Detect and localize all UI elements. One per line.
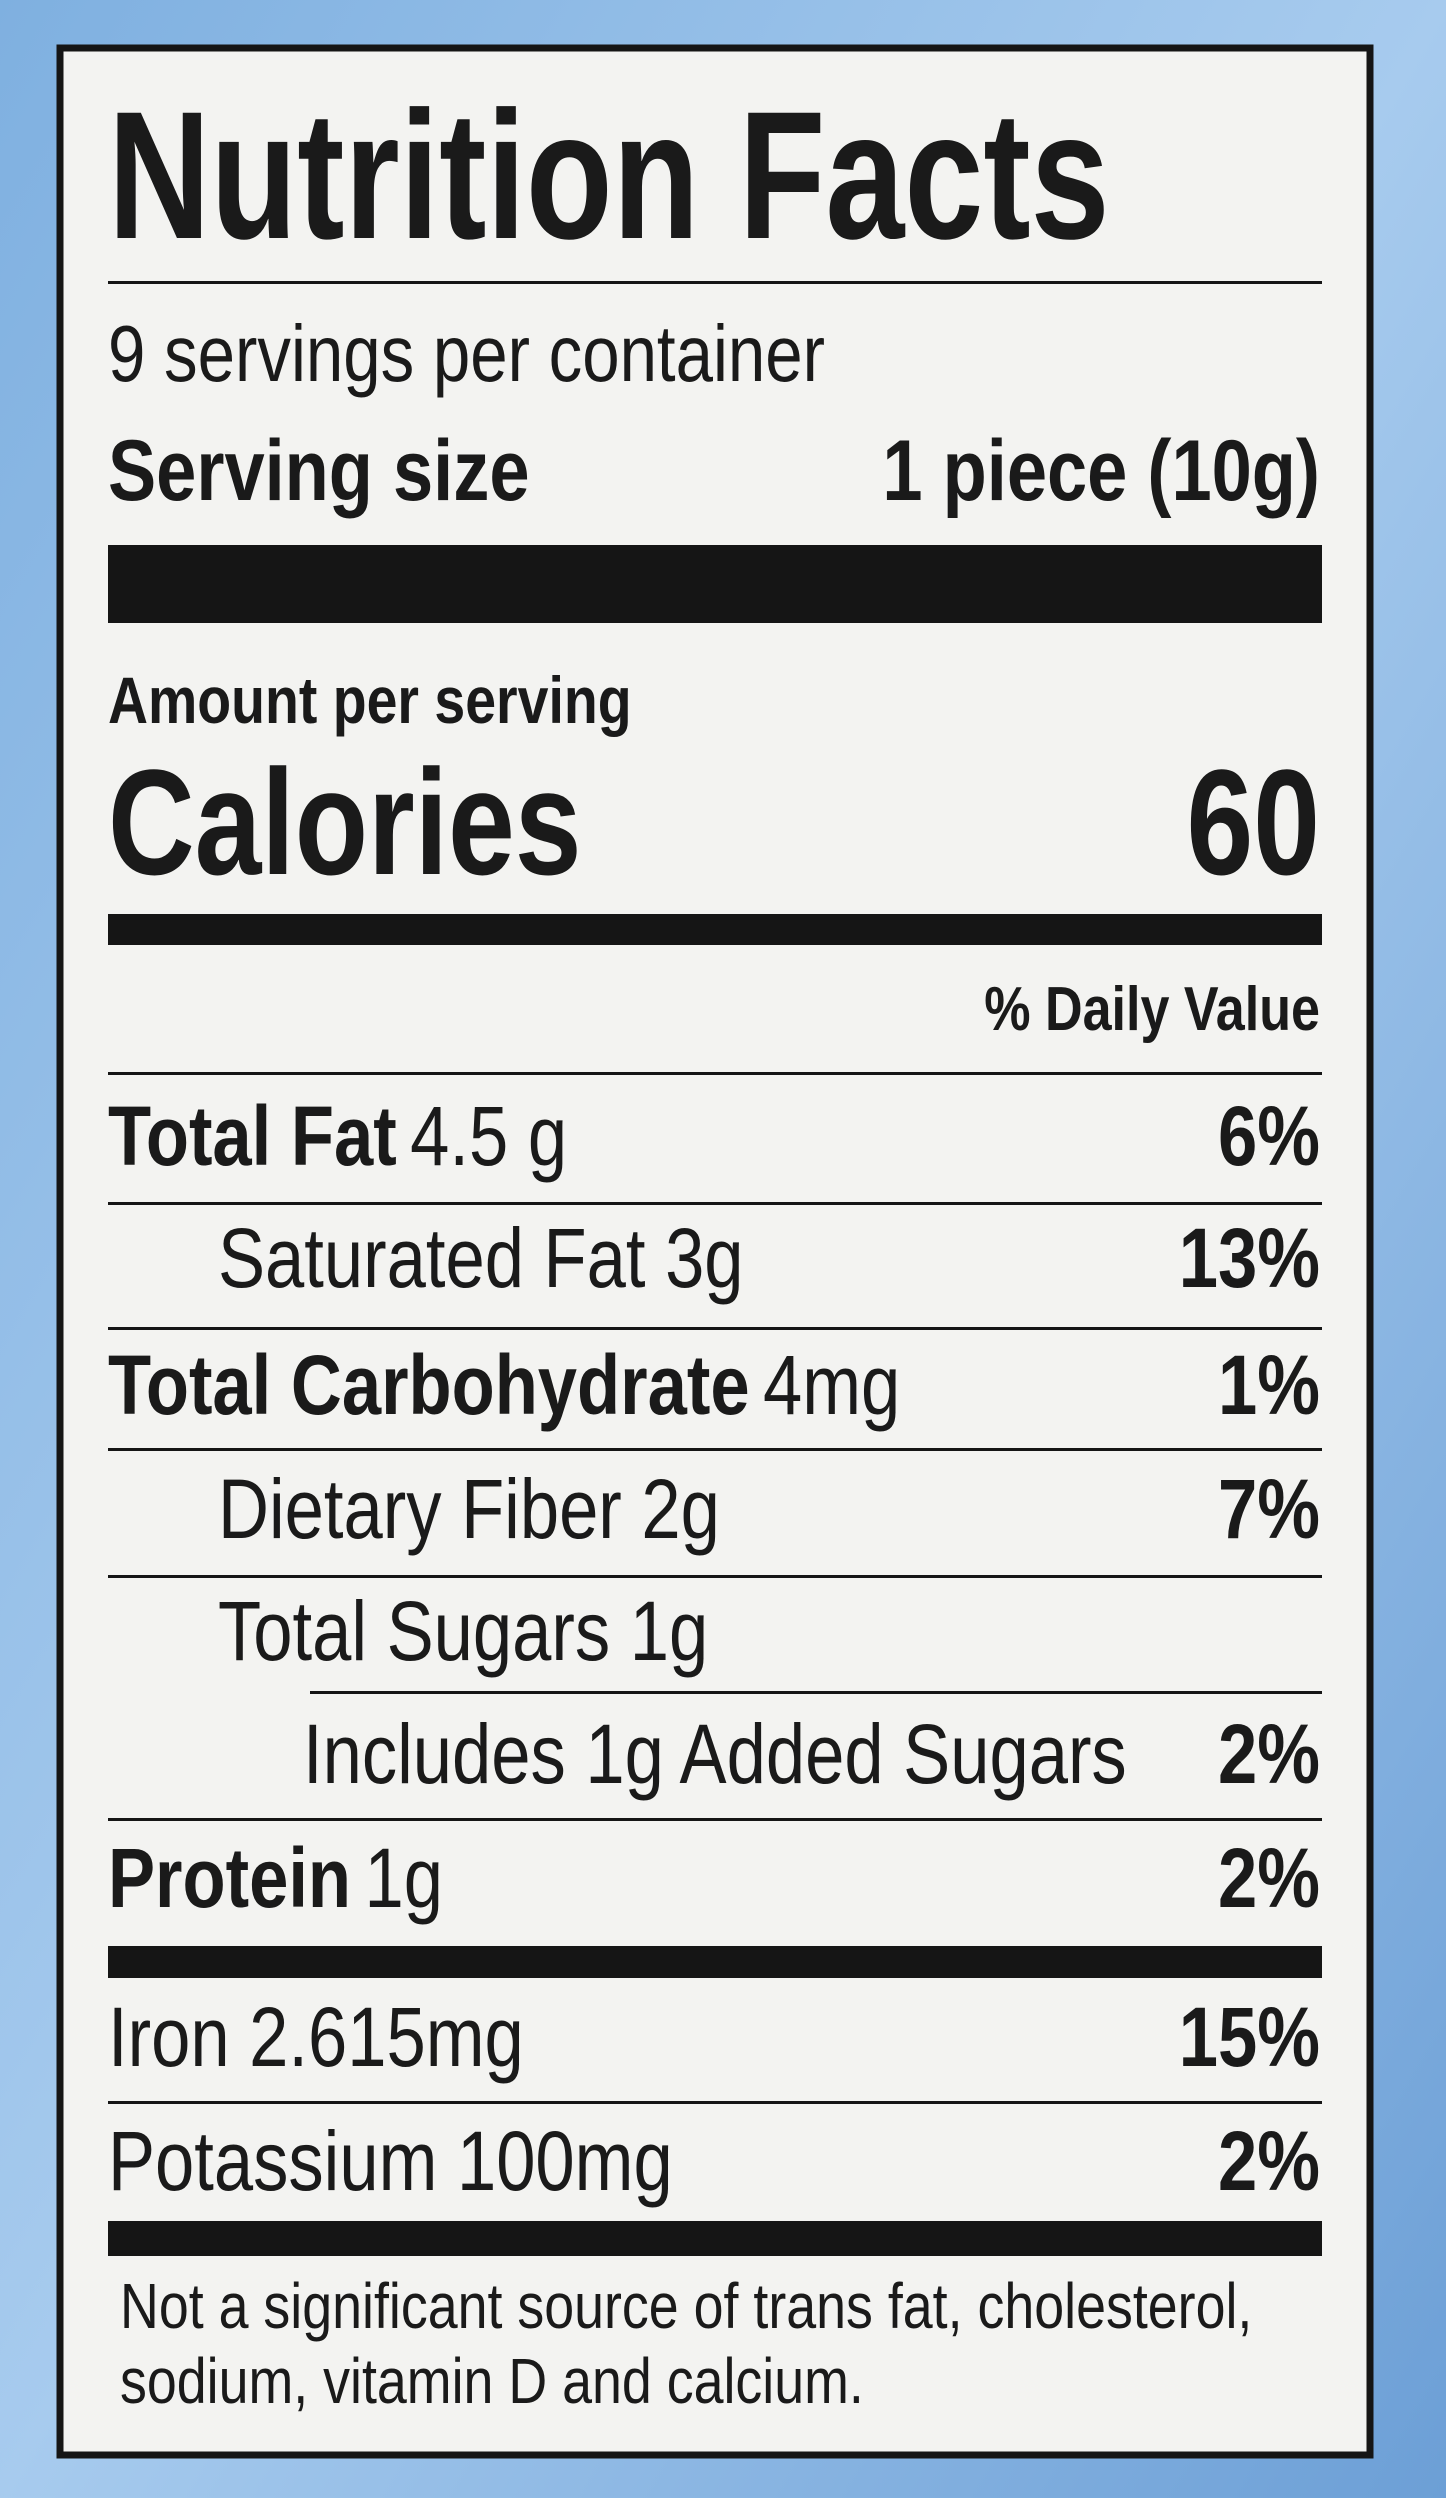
nutrient-name: Protein — [108, 1832, 351, 1925]
serving-size-label: Serving size — [108, 422, 530, 518]
serving-size-value: 1 piece (10g) — [882, 422, 1320, 518]
daily-value: 2% — [1218, 1708, 1320, 1801]
nutrient-name: Potassium 100mg — [108, 2115, 673, 2208]
nutrient-amount: 1g — [364, 1832, 442, 1925]
footnote: sodium, vitamin D and calcium. — [120, 2345, 864, 2418]
daily-value: 15% — [1179, 1991, 1320, 2084]
daily-value: 6% — [1218, 1090, 1320, 1183]
nutrient-name: Total Sugars 1g — [218, 1585, 708, 1678]
rule — [108, 2101, 1322, 2104]
rule — [108, 1575, 1322, 1578]
nutrient-name: Saturated Fat 3g — [218, 1212, 744, 1305]
title: Nutrition Facts — [108, 73, 1110, 277]
nutrient-name: Dietary Fiber 2g — [218, 1463, 720, 1556]
rule — [108, 1818, 1322, 1821]
nutrient-row: Dietary Fiber 2g — [218, 1463, 720, 1556]
amount-per-serving: Amount per serving — [108, 663, 632, 737]
servings-per-container: 9 servings per container — [108, 308, 825, 398]
rule — [108, 1946, 1322, 1978]
rule — [108, 281, 1322, 284]
nutrient-row: Potassium 100mg — [108, 2115, 673, 2208]
rule — [108, 1327, 1322, 1330]
nutrient-row: Total Carbohydrate 4mg — [108, 1339, 900, 1432]
nutrient-row: Saturated Fat 3g — [218, 1212, 744, 1305]
daily-value: 2% — [1218, 2115, 1320, 2208]
nutrient-row: Iron 2.615mg — [108, 1991, 524, 2084]
daily-value: 1% — [1218, 1339, 1320, 1432]
rule — [108, 2221, 1322, 2256]
nutrient-row: Total Sugars 1g — [218, 1585, 708, 1678]
nutrient-row: Total Fat 4.5 g — [108, 1090, 567, 1183]
nutrient-amount: 4.5 g — [410, 1090, 567, 1183]
nutrient-name: Iron 2.615mg — [108, 1991, 524, 2084]
daily-value: 2% — [1218, 1832, 1320, 1925]
nutrient-row: Protein 1g — [108, 1832, 443, 1925]
calories-value: 60 — [1187, 738, 1320, 906]
rule — [108, 914, 1322, 945]
rule — [108, 545, 1322, 623]
daily-value-header: % Daily Value — [984, 975, 1320, 1044]
rule — [108, 1072, 1322, 1075]
rule — [108, 1448, 1322, 1451]
nutrient-name: Includes 1g Added Sugars — [303, 1708, 1127, 1801]
daily-value: 13% — [1179, 1212, 1320, 1305]
rule — [108, 1202, 1322, 1205]
footnote: Not a significant source of trans fat, c… — [120, 2270, 1252, 2343]
nutrient-name: Total Carbohydrate — [108, 1339, 750, 1432]
nutrient-name: Total Fat — [108, 1090, 397, 1183]
panel — [56, 44, 1374, 2459]
daily-value: 7% — [1218, 1463, 1320, 1556]
rule — [310, 1691, 1322, 1694]
nutrient-amount: 4mg — [763, 1339, 900, 1432]
nutrient-row: Includes 1g Added Sugars — [303, 1708, 1127, 1801]
calories-label: Calories — [108, 738, 582, 906]
